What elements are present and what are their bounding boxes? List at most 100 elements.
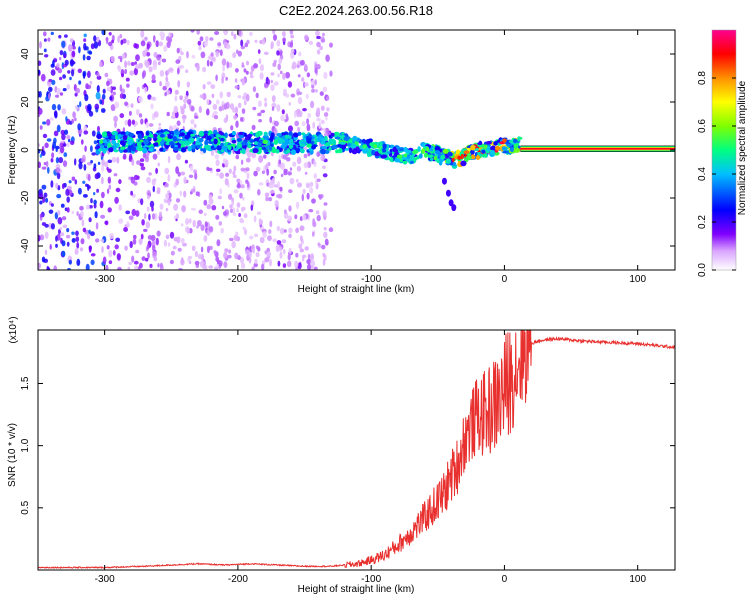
noise-mark: [245, 157, 251, 163]
noise-mark: [64, 129, 69, 135]
noise-mark: [232, 170, 236, 176]
x-tick-label: -200: [228, 574, 248, 585]
noise-mark: [318, 194, 323, 200]
noise-mark: [194, 250, 198, 258]
noise-mark: [172, 245, 177, 250]
noise-mark: [145, 221, 151, 229]
noise-mark: [290, 34, 294, 39]
noise-mark: [130, 190, 134, 196]
band-mark: [153, 137, 158, 142]
noise-mark: [270, 79, 273, 84]
noise-mark: [159, 81, 162, 87]
noise-mark: [229, 208, 233, 213]
noise-mark: [148, 123, 154, 127]
noise-mark: [74, 179, 78, 185]
noise-mark: [153, 111, 159, 118]
band-mark: [122, 134, 128, 141]
noise-mark: [226, 91, 231, 98]
noise-mark: [91, 152, 96, 156]
noise-mark: [66, 241, 70, 247]
noise-mark: [117, 35, 120, 44]
noise-mark: [223, 103, 228, 110]
noise-mark: [270, 41, 274, 49]
noise-mark: [71, 50, 76, 58]
noise-mark: [140, 118, 144, 125]
noise-mark: [108, 260, 113, 265]
noise-mark: [48, 209, 54, 214]
band-mark: [421, 148, 426, 154]
snr-y-ticks: 0.5 1.0 1.5: [20, 376, 675, 515]
noise-mark: [112, 250, 116, 256]
noise-mark: [163, 198, 167, 204]
noise-mark: [67, 44, 73, 52]
band-mark: [324, 149, 330, 154]
noise-mark: [82, 227, 87, 233]
noise-mark: [109, 96, 113, 101]
noise-mark: [309, 186, 314, 194]
noise-mark: [158, 211, 163, 218]
band-mark: [104, 143, 108, 147]
noise-mark: [142, 153, 147, 159]
noise-mark: [197, 40, 202, 46]
band-mark: [136, 141, 142, 148]
noise-mark: [183, 190, 187, 198]
band-mark: [177, 143, 182, 149]
noise-mark: [280, 173, 284, 178]
noise-mark: [136, 160, 141, 165]
noise-mark: [290, 48, 295, 54]
noise-mark: [219, 91, 224, 99]
noise-mark: [140, 233, 144, 240]
band-mark: [457, 155, 462, 160]
noise-mark: [282, 248, 286, 255]
band-mark: [335, 149, 340, 154]
noise-mark: [159, 70, 165, 77]
noise-mark: [214, 31, 220, 35]
colorbar-gradient: [711, 29, 737, 271]
noise-mark: [281, 31, 286, 37]
band-mark: [433, 155, 438, 161]
noise-mark: [108, 41, 113, 47]
noise-mark: [106, 80, 110, 87]
noise-mark: [255, 92, 259, 99]
noise-mark: [53, 110, 58, 118]
band-mark: [352, 135, 358, 142]
noise-mark: [194, 260, 200, 266]
band-mark: [118, 133, 122, 138]
noise-mark: [48, 92, 51, 100]
noise-mark: [46, 138, 52, 142]
noise-mark: [43, 38, 47, 42]
noise-mark: [218, 106, 223, 112]
band-mark: [396, 154, 403, 159]
noise-mark: [167, 174, 171, 182]
colorbar-tick-label: 0.4: [697, 167, 708, 181]
band-mark: [364, 147, 371, 151]
band-mark: [331, 144, 338, 150]
band-mark: [265, 135, 269, 141]
noise-mark: [180, 107, 185, 115]
noise-mark: [194, 172, 198, 180]
noise-mark: [232, 212, 237, 216]
noise-mark: [108, 32, 112, 36]
noise-mark: [294, 120, 300, 127]
noise-mark: [257, 49, 261, 54]
noise-mark: [211, 57, 216, 61]
noise-mark: [107, 207, 112, 213]
noise-mark: [261, 263, 265, 270]
noise-mark: [268, 229, 272, 234]
band-mark: [209, 141, 214, 145]
noise-mark: [207, 55, 213, 60]
band-mark: [198, 137, 204, 143]
noise-mark: [255, 245, 259, 250]
noise-mark: [186, 227, 190, 235]
noise-mark: [74, 158, 77, 166]
band-mark: [107, 133, 113, 137]
noise-mark: [266, 251, 272, 257]
noise-mark: [41, 150, 46, 157]
band-mark: [493, 141, 498, 146]
noise-mark: [219, 188, 223, 195]
noise-mark: [259, 219, 264, 225]
band-mark: [236, 137, 243, 142]
noise-mark: [228, 168, 232, 174]
noise-mark: [150, 103, 154, 110]
noise-mark: [251, 266, 255, 270]
